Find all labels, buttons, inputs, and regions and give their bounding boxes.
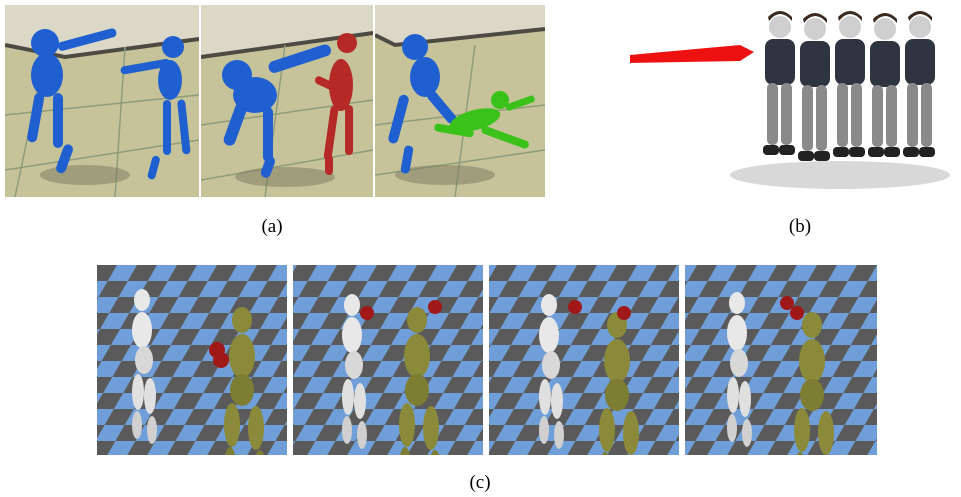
- blue-fighter-2: [120, 36, 191, 180]
- push-arrow-icon: [630, 45, 754, 63]
- panel-c: [97, 265, 877, 455]
- panel-a-frame-2: [200, 5, 374, 197]
- caption-a: (a): [261, 216, 283, 237]
- blue-fighter-1: [27, 28, 117, 174]
- panel-a: [5, 5, 545, 197]
- panel-a-frame-1: [5, 5, 200, 197]
- panel-b-scene: [630, 5, 960, 197]
- panel-b: [630, 5, 960, 197]
- caption-b: (b): [788, 216, 812, 237]
- panel-c-frame-3: [489, 265, 679, 455]
- blue-fighter-kicking: [222, 44, 331, 178]
- panel-c-frame-2: [293, 265, 483, 455]
- caption-c: (c): [469, 472, 491, 493]
- blue-fighter-3: [388, 34, 457, 174]
- panel-c-frame-4: [685, 265, 877, 455]
- panel-c-scene: [97, 265, 877, 455]
- panel-a-frame-3: [374, 5, 545, 197]
- panel-a-scene: [5, 5, 545, 197]
- character-sequence: [763, 11, 935, 161]
- red-fighter: [314, 33, 357, 175]
- green-fighter-fallen: [434, 91, 535, 149]
- panel-c-frame-1: [97, 265, 287, 455]
